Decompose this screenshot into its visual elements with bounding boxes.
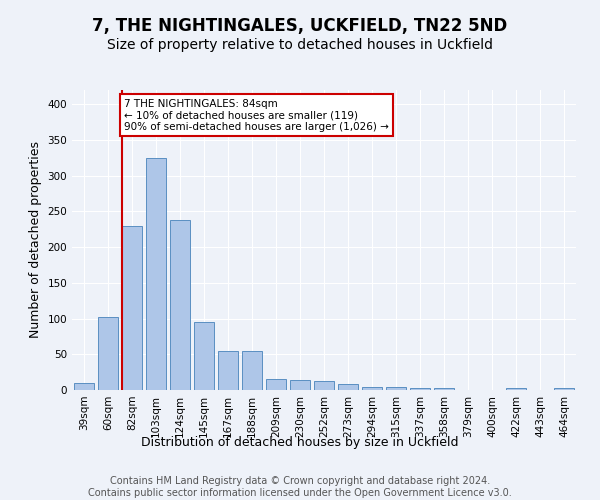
Bar	[266, 380, 286, 390]
Bar	[170, 220, 190, 390]
Text: Distribution of detached houses by size in Uckfield: Distribution of detached houses by size …	[141, 436, 459, 449]
Bar	[290, 380, 310, 390]
Y-axis label: Number of detached properties: Number of detached properties	[29, 142, 42, 338]
Bar	[506, 388, 526, 390]
Bar	[362, 387, 382, 390]
Text: Size of property relative to detached houses in Uckfield: Size of property relative to detached ho…	[107, 38, 493, 52]
Bar	[146, 158, 166, 390]
Bar	[218, 352, 238, 390]
Bar	[386, 387, 406, 390]
Bar	[554, 388, 574, 390]
Bar	[194, 322, 214, 390]
Bar	[242, 352, 262, 390]
Bar	[338, 384, 358, 390]
Bar	[410, 388, 430, 390]
Text: 7, THE NIGHTINGALES, UCKFIELD, TN22 5ND: 7, THE NIGHTINGALES, UCKFIELD, TN22 5ND	[92, 18, 508, 36]
Bar	[74, 383, 94, 390]
Bar	[314, 382, 334, 390]
Text: Contains HM Land Registry data © Crown copyright and database right 2024.
Contai: Contains HM Land Registry data © Crown c…	[88, 476, 512, 498]
Bar	[122, 226, 142, 390]
Bar	[434, 388, 454, 390]
Text: 7 THE NIGHTINGALES: 84sqm
← 10% of detached houses are smaller (119)
90% of semi: 7 THE NIGHTINGALES: 84sqm ← 10% of detac…	[124, 98, 389, 132]
Bar	[98, 317, 118, 390]
